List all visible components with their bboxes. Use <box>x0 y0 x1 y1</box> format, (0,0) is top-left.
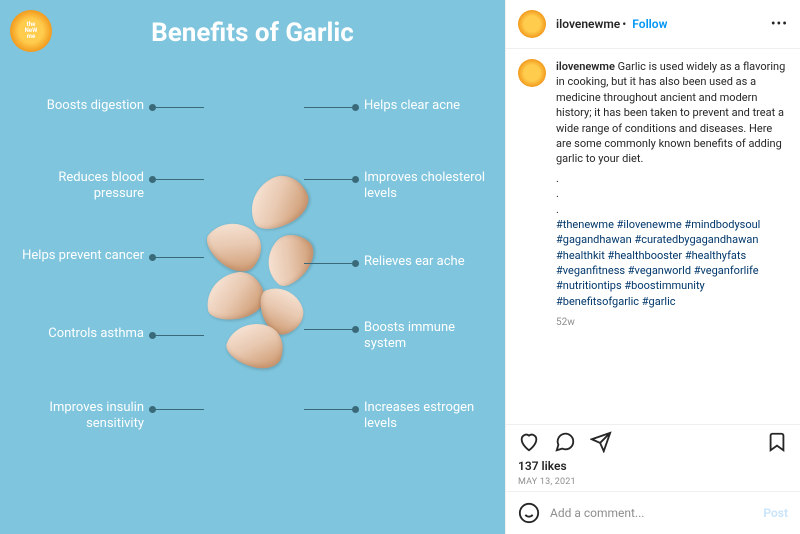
more-options-icon[interactable]: ••• <box>771 16 788 32</box>
infographic-title: Benefits of Garlic <box>14 18 491 48</box>
benefit-label: Helps prevent cancer <box>14 248 144 264</box>
share-icon[interactable] <box>590 431 612 453</box>
post-actions: 137 likes MAY 13, 2021 <box>506 424 800 491</box>
benefit-label: Helps clear acne <box>364 98 494 114</box>
caption-username[interactable]: ilovenewme <box>556 60 615 73</box>
avatar[interactable] <box>518 59 546 87</box>
time-ago: 52w <box>556 317 788 328</box>
post-details-panel: ilovenewme • Follow ••• ilovenewme Garli… <box>505 0 800 534</box>
caption-area: ilovenewme Garlic is used widely as a fl… <box>506 49 800 424</box>
benefit-label: Improves cholesterol levels <box>364 170 494 201</box>
benefit-label: Controls asthma <box>14 326 144 342</box>
infographic-image: theNeWme Benefits of Garlic Boosts diges… <box>0 0 505 534</box>
comment-icon[interactable] <box>554 431 576 453</box>
benefit-label: Boosts immune system <box>364 320 494 351</box>
benefit-label: Improves insulin sensitivity <box>14 400 144 431</box>
garlic-illustration <box>178 168 328 388</box>
benefit-label: Relieves ear ache <box>364 254 494 270</box>
save-icon[interactable] <box>766 431 788 453</box>
benefits-diagram: Boosts digestion Reduces blood pressure He… <box>14 58 491 498</box>
post-button[interactable]: Post <box>763 506 788 520</box>
post-date: MAY 13, 2021 <box>518 477 788 487</box>
hashtags[interactable]: #thenewme #ilovenewme #mindbodysoul #gag… <box>556 217 788 309</box>
likes-count[interactable]: 137 likes <box>518 459 788 473</box>
benefit-label: Increases estrogen levels <box>364 400 494 431</box>
comment-box: Post <box>506 491 800 534</box>
caption-dots: . . . <box>556 171 788 217</box>
avatar[interactable] <box>518 10 546 38</box>
post-header: ilovenewme • Follow ••• <box>506 0 800 49</box>
caption-body: Garlic is used widely as a flavoring in … <box>556 60 785 165</box>
follow-button[interactable]: Follow <box>632 17 667 31</box>
emoji-icon[interactable] <box>518 502 540 524</box>
caption-text: ilovenewme Garlic is used widely as a fl… <box>556 59 788 309</box>
benefit-label: Reduces blood pressure <box>14 170 144 201</box>
like-icon[interactable] <box>518 431 540 453</box>
comment-input[interactable] <box>550 506 753 520</box>
benefit-label: Boosts digestion <box>14 98 144 114</box>
brand-logo: theNeWme <box>10 10 52 52</box>
username-link[interactable]: ilovenewme <box>556 17 620 31</box>
